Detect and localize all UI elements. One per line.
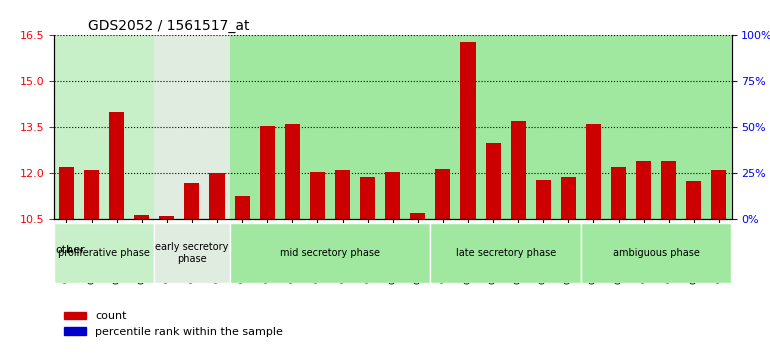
Bar <box>134 215 149 219</box>
Text: mid secretory phase: mid secretory phase <box>280 248 380 258</box>
Bar <box>586 218 601 219</box>
Bar <box>259 126 275 219</box>
Bar <box>360 177 375 219</box>
Bar <box>134 218 149 219</box>
Bar <box>435 169 450 219</box>
Bar <box>335 170 350 219</box>
Bar <box>536 218 551 219</box>
Bar <box>561 218 576 219</box>
Bar <box>711 218 726 219</box>
Text: GDS2052 / 1561517_at: GDS2052 / 1561517_at <box>88 19 249 33</box>
Bar <box>259 218 275 219</box>
Bar <box>486 218 500 219</box>
Bar <box>636 161 651 219</box>
Bar <box>209 218 225 219</box>
Bar <box>285 124 300 219</box>
Bar <box>686 181 701 219</box>
Bar <box>460 41 476 219</box>
Bar <box>235 196 249 219</box>
Bar <box>430 35 581 219</box>
FancyBboxPatch shape <box>154 223 229 283</box>
Bar <box>586 124 601 219</box>
Bar <box>360 218 375 219</box>
Bar <box>109 112 124 219</box>
Bar <box>686 218 701 219</box>
Bar <box>410 213 425 219</box>
Bar <box>410 218 425 219</box>
FancyBboxPatch shape <box>54 223 154 283</box>
Bar <box>184 183 199 219</box>
Bar <box>536 179 551 219</box>
Bar <box>310 172 325 219</box>
FancyBboxPatch shape <box>229 223 430 283</box>
Bar <box>59 218 74 219</box>
Bar <box>209 173 225 219</box>
Text: late secretory phase: late secretory phase <box>456 248 556 258</box>
Bar <box>109 218 124 219</box>
FancyBboxPatch shape <box>581 223 732 283</box>
Bar <box>511 218 526 219</box>
Bar <box>561 177 576 219</box>
Bar <box>84 170 99 219</box>
Bar <box>611 167 626 219</box>
Bar <box>229 35 430 219</box>
Bar <box>54 35 154 219</box>
Bar <box>711 170 726 219</box>
Bar <box>235 218 249 219</box>
Bar <box>460 218 476 219</box>
Bar <box>486 143 500 219</box>
Text: proliferative phase: proliferative phase <box>59 248 150 258</box>
Bar <box>385 172 400 219</box>
Bar <box>154 35 229 219</box>
Bar <box>184 218 199 219</box>
Bar <box>335 218 350 219</box>
Bar <box>159 216 174 219</box>
Bar <box>310 218 325 219</box>
FancyBboxPatch shape <box>430 223 581 283</box>
Text: ambiguous phase: ambiguous phase <box>613 248 700 258</box>
Bar <box>511 121 526 219</box>
Bar <box>59 167 74 219</box>
Bar <box>385 218 400 219</box>
Text: early secretory
phase: early secretory phase <box>156 242 229 264</box>
Bar <box>581 35 732 219</box>
Bar <box>84 218 99 219</box>
Bar <box>611 218 626 219</box>
Text: other: other <box>55 245 85 255</box>
Bar <box>636 218 651 219</box>
Legend: count, percentile rank within the sample: count, percentile rank within the sample <box>59 307 287 341</box>
Bar <box>661 218 676 219</box>
Bar <box>661 161 676 219</box>
Bar <box>435 218 450 219</box>
Bar <box>285 218 300 219</box>
